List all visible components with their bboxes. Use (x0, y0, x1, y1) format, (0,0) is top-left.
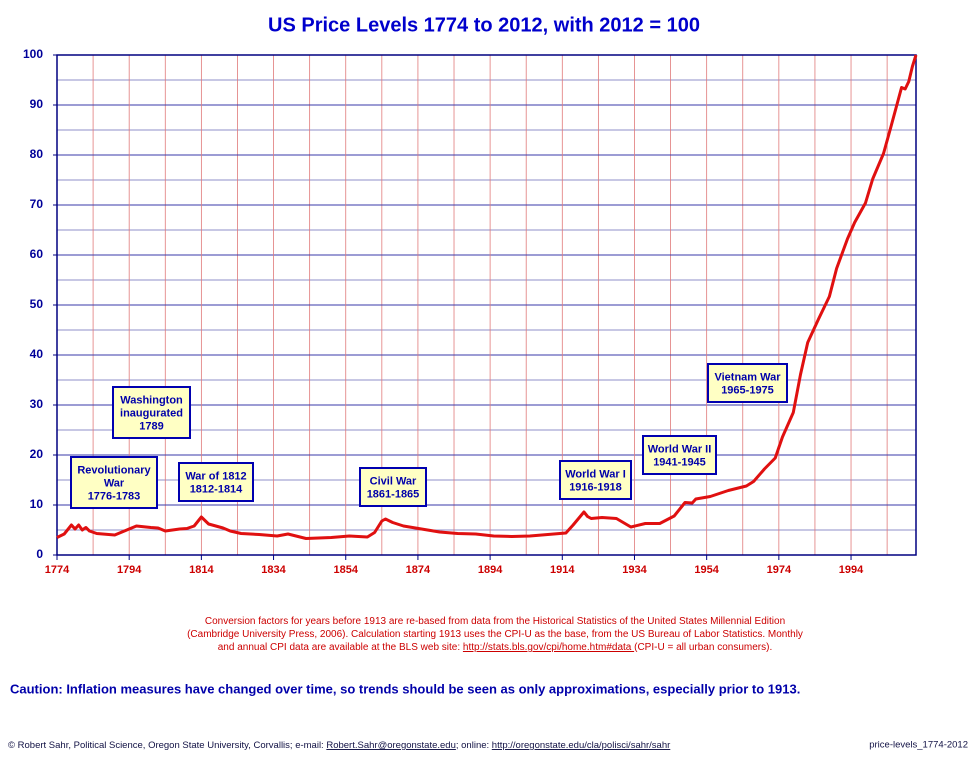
annotation-box (559, 460, 632, 500)
credit-segment: © Robert Sahr, Political Science, Oregon… (8, 740, 326, 751)
x-tick-label: 1774 (45, 564, 70, 576)
annotation-text: 1776-1783 (88, 490, 141, 502)
annotation-text: War of 1812 (185, 470, 246, 482)
annotation-box (359, 467, 427, 507)
annotation-text: 1861-1865 (367, 488, 420, 500)
y-tick-label: 100 (23, 47, 43, 61)
y-tick-label: 50 (30, 297, 44, 311)
note: Conversion factors for years before 1913… (205, 616, 785, 627)
y-tick-label: 10 (30, 497, 44, 511)
annotation-text: World War II (648, 443, 712, 455)
annotation-text: 1812-1814 (190, 483, 243, 495)
y-tick-label: 0 (36, 547, 43, 561)
x-tick-label: 1854 (333, 564, 358, 576)
y-tick-label: 60 (30, 247, 44, 261)
chart-title: US Price Levels 1774 to 2012, with 2012 … (268, 14, 700, 36)
x-tick-label: 1954 (694, 564, 719, 576)
y-tick-label: 70 (30, 197, 44, 211)
note: (Cambridge University Press, 2006). Calc… (187, 629, 803, 640)
annotation-text: Vietnam War (714, 371, 781, 383)
y-tick-label: 20 (30, 447, 44, 461)
annotation-box (112, 386, 191, 439)
x-tick-label: 1794 (117, 564, 142, 576)
x-tick-label: 1914 (550, 564, 575, 576)
annotation-text: 1916-1918 (569, 481, 622, 493)
annotation-box (642, 435, 717, 475)
annotation-box (70, 456, 158, 509)
annotation-text: inaugurated (120, 407, 183, 419)
note-segment: and annual CPI data are available at the… (218, 642, 463, 653)
annotation-box (707, 363, 788, 403)
y-tick-label: 30 (30, 397, 44, 411)
note-segment: (Cambridge University Press, 2006). Calc… (187, 629, 803, 640)
annotation-box (178, 462, 254, 502)
annotation-text: 1941-1945 (653, 456, 706, 468)
annotation-text: Washington (120, 394, 183, 406)
credit-segment[interactable]: Robert.Sahr@oregonstate.edu (326, 740, 456, 751)
note-segment[interactable]: http://stats.bls.gov/cpi/home.htm#data (463, 642, 634, 653)
data-line (56, 54, 918, 540)
caution: Caution: Inflation measures have changed… (10, 681, 800, 696)
plot-border (56, 54, 917, 556)
annotation-text: World War I (565, 468, 626, 480)
credit-segment[interactable]: http://oregonstate.edu/cla/polisci/sahr/… (492, 740, 671, 751)
credit-segment: ; online: (456, 740, 492, 751)
x-tick-label: 1894 (478, 564, 503, 576)
y-tick-label: 90 (30, 97, 44, 111)
annotation-text: 1965-1975 (721, 384, 774, 396)
x-tick-label: 1994 (839, 564, 864, 576)
note-segment: (CPI-U = all urban consumers). (634, 642, 772, 653)
annotation-text: War (104, 477, 125, 489)
credit: © Robert Sahr, Political Science, Oregon… (8, 740, 670, 751)
x-tick-label: 1874 (406, 564, 431, 576)
y-tick-label: 80 (30, 147, 44, 161)
file-name: price-levels_1774-2012 (869, 740, 968, 751)
x-tick-label: 1934 (622, 564, 647, 576)
annotation-text: 1789 (139, 420, 163, 432)
x-tick-label: 1834 (261, 564, 286, 576)
note: and annual CPI data are available at the… (218, 642, 772, 653)
annotation-text: Civil War (370, 475, 417, 487)
annotation-text: Revolutionary (77, 464, 151, 476)
y-tick-label: 40 (30, 347, 44, 361)
note-segment: Conversion factors for years before 1913… (205, 616, 785, 627)
x-tick-label: 1974 (767, 564, 792, 576)
x-tick-label: 1814 (189, 564, 214, 576)
